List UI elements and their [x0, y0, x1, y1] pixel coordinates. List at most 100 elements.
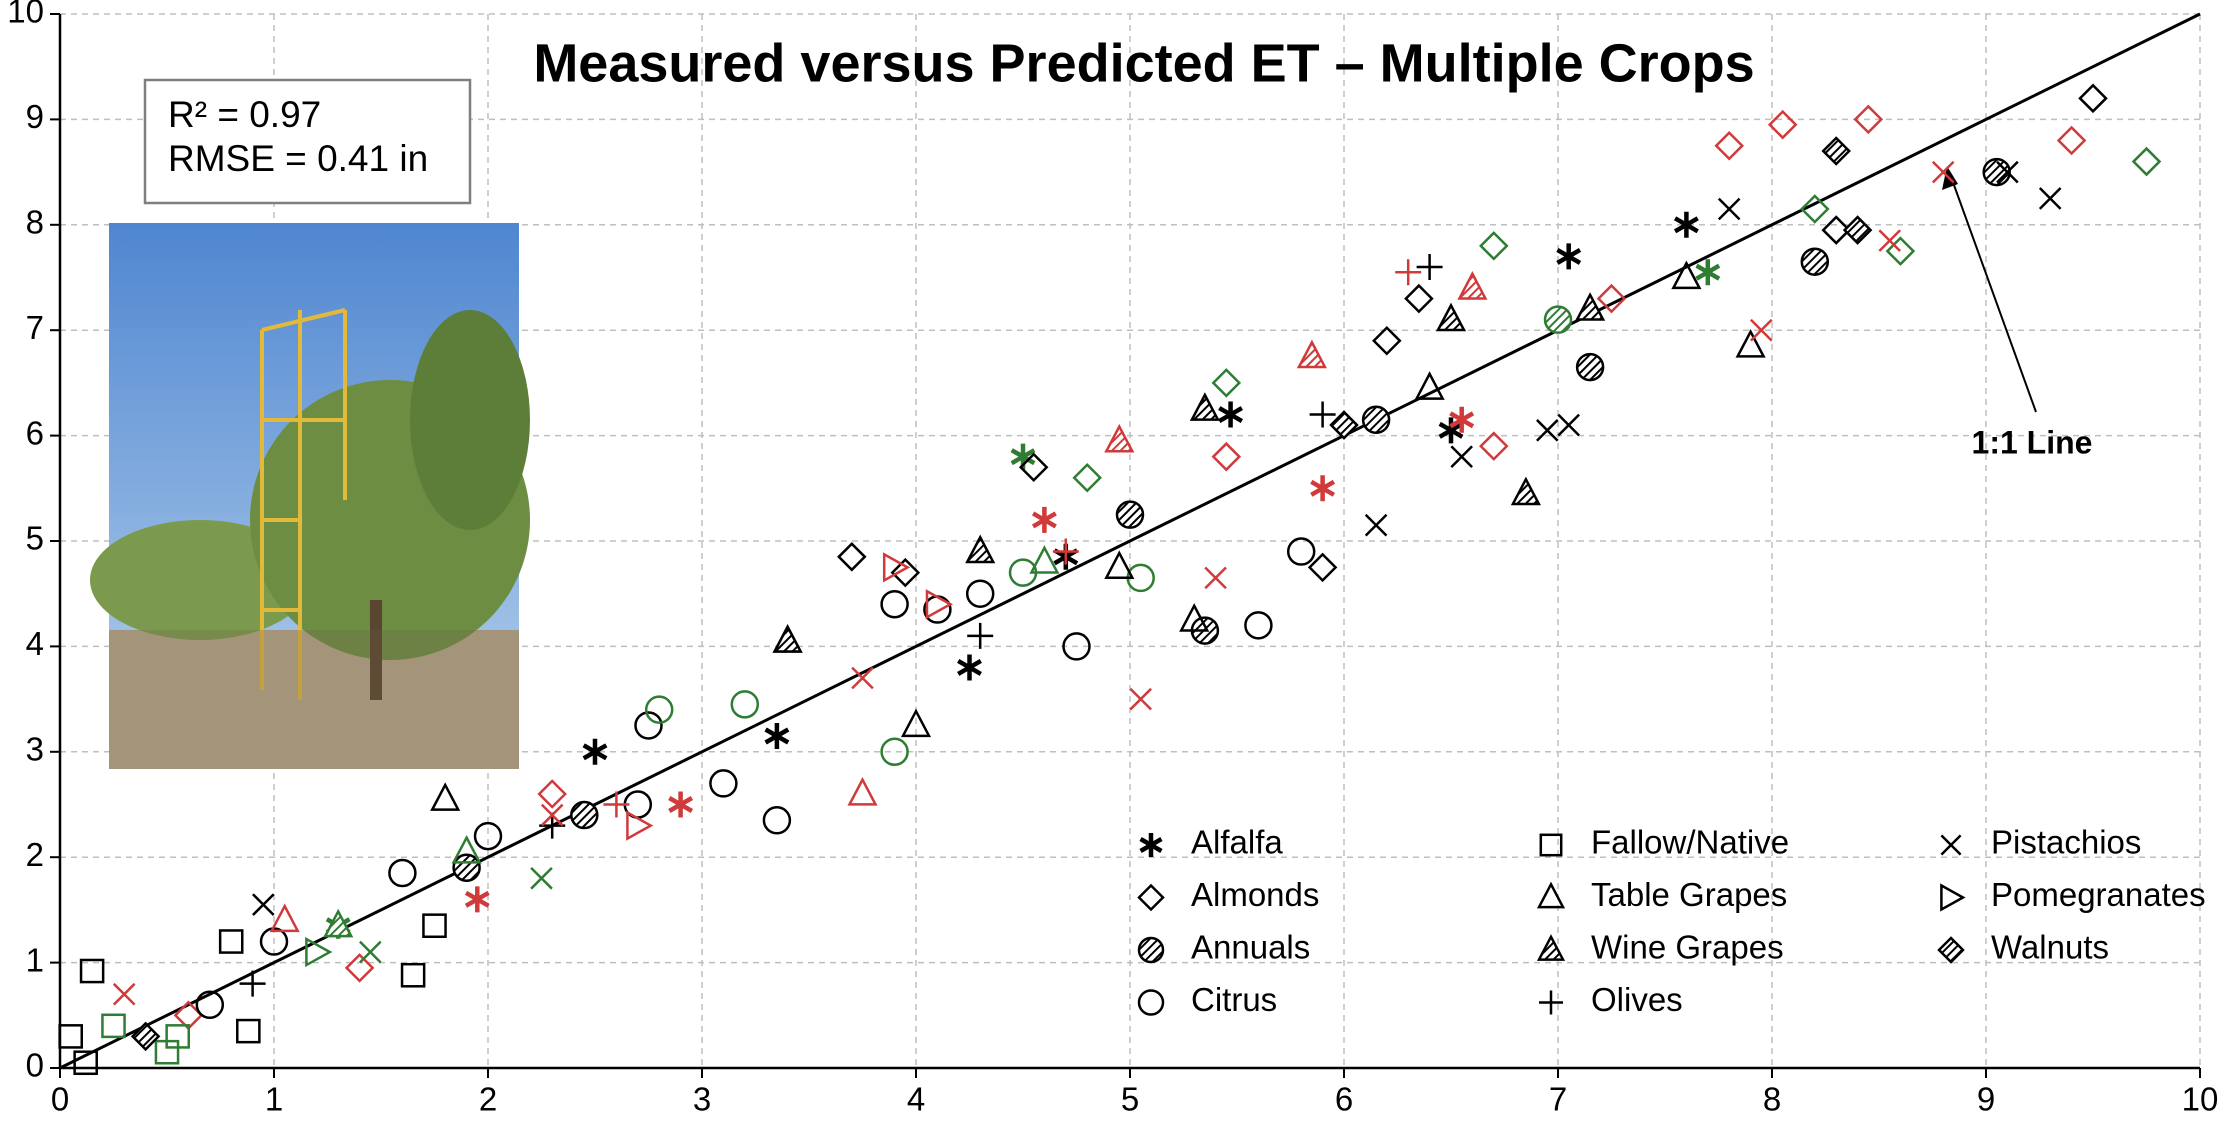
- point: [73, 1050, 98, 1076]
- x-tick-label: 6: [1335, 1081, 1353, 1118]
- point: [269, 903, 300, 933]
- point: [1750, 318, 1773, 342]
- point: [1457, 271, 1488, 300]
- x-tick-label: 0: [51, 1081, 69, 1118]
- legend-marker: [1539, 990, 1563, 1015]
- one-to-one-line: [59, 12, 2201, 1070]
- point: [668, 791, 694, 818]
- point: [422, 913, 447, 939]
- point: [1510, 476, 1541, 506]
- point: [965, 579, 995, 608]
- point: [344, 953, 375, 983]
- point: [1596, 283, 1627, 314]
- point: [1673, 211, 1699, 238]
- point: [323, 908, 354, 938]
- y-tick-label: 3: [26, 731, 44, 768]
- point: [236, 1018, 261, 1044]
- point: [1536, 419, 1559, 442]
- legend-label: Fallow/Native: [1591, 824, 1789, 861]
- point: [1211, 368, 1242, 398]
- rmse-label: RMSE = 0.41 in: [168, 138, 428, 179]
- point: [451, 834, 482, 864]
- point: [1885, 236, 1916, 266]
- point: [764, 722, 790, 749]
- point: [1842, 215, 1873, 245]
- point: [1310, 475, 1336, 502]
- x-tick-label: 4: [907, 1081, 925, 1118]
- point: [530, 866, 553, 890]
- point: [1575, 292, 1606, 321]
- point: [1982, 157, 2011, 187]
- point: [2131, 146, 2162, 177]
- point: [880, 737, 909, 767]
- point: [1996, 160, 2019, 184]
- point: [1450, 445, 1473, 468]
- legend-label: Pistachios: [1991, 824, 2141, 861]
- point: [882, 552, 911, 583]
- point: [400, 962, 426, 988]
- point: [1052, 538, 1079, 565]
- point: [2078, 83, 2108, 114]
- legend-marker: [1137, 989, 1165, 1016]
- r2-label: R² = 0.97: [168, 94, 321, 135]
- point: [890, 557, 921, 588]
- point: [1714, 130, 1744, 161]
- legend-label: Olives: [1591, 981, 1683, 1018]
- point: [1821, 136, 1851, 166]
- point: [239, 970, 266, 997]
- point: [1309, 401, 1336, 428]
- point: [1286, 537, 1316, 566]
- point: [1204, 566, 1227, 590]
- point: [957, 654, 982, 681]
- x-tick-label: 1: [265, 1081, 283, 1118]
- point: [1800, 247, 1830, 276]
- point: [430, 782, 461, 811]
- y-tick-label: 6: [26, 414, 44, 451]
- point: [582, 738, 608, 765]
- point: [1361, 405, 1391, 435]
- point: [388, 858, 417, 888]
- point: [1438, 417, 1464, 444]
- legend-label: Walnuts: [1991, 929, 2109, 966]
- point: [1296, 339, 1327, 369]
- stats-box: [143, 78, 472, 205]
- x-tick-label: 3: [693, 1081, 711, 1118]
- point: [847, 776, 878, 806]
- point: [165, 1024, 190, 1049]
- point: [1189, 392, 1220, 421]
- point: [851, 666, 874, 690]
- point: [1575, 352, 1605, 382]
- y-tick-label: 10: [7, 0, 44, 30]
- point: [79, 958, 105, 984]
- point: [1735, 329, 1766, 358]
- point: [101, 1013, 126, 1039]
- point: [1115, 500, 1145, 529]
- legend-marker: [1539, 833, 1563, 857]
- chart-title: Measured versus Predicted ET – Multiple …: [533, 33, 1754, 93]
- point: [967, 622, 994, 649]
- point: [603, 791, 630, 818]
- point: [644, 695, 674, 724]
- point: [1029, 545, 1060, 574]
- point: [537, 779, 567, 809]
- point: [112, 982, 136, 1006]
- legend-marker: [1940, 883, 1966, 912]
- point: [1695, 259, 1721, 286]
- point: [730, 690, 760, 719]
- point: [1479, 431, 1509, 461]
- y-tick-label: 4: [26, 625, 44, 662]
- legend-marker: [1536, 934, 1566, 961]
- y-tick-label: 7: [26, 309, 44, 346]
- point: [837, 542, 867, 572]
- point: [1800, 194, 1830, 224]
- point: [1435, 302, 1467, 332]
- point: [880, 589, 909, 619]
- point: [359, 940, 382, 964]
- point: [1449, 406, 1475, 433]
- point: [1072, 462, 1102, 493]
- x-tick-label: 9: [1977, 1081, 1995, 1118]
- point: [965, 534, 996, 564]
- point: [58, 1024, 84, 1049]
- x-tick-label: 10: [2182, 1081, 2219, 1118]
- point: [1878, 229, 1901, 252]
